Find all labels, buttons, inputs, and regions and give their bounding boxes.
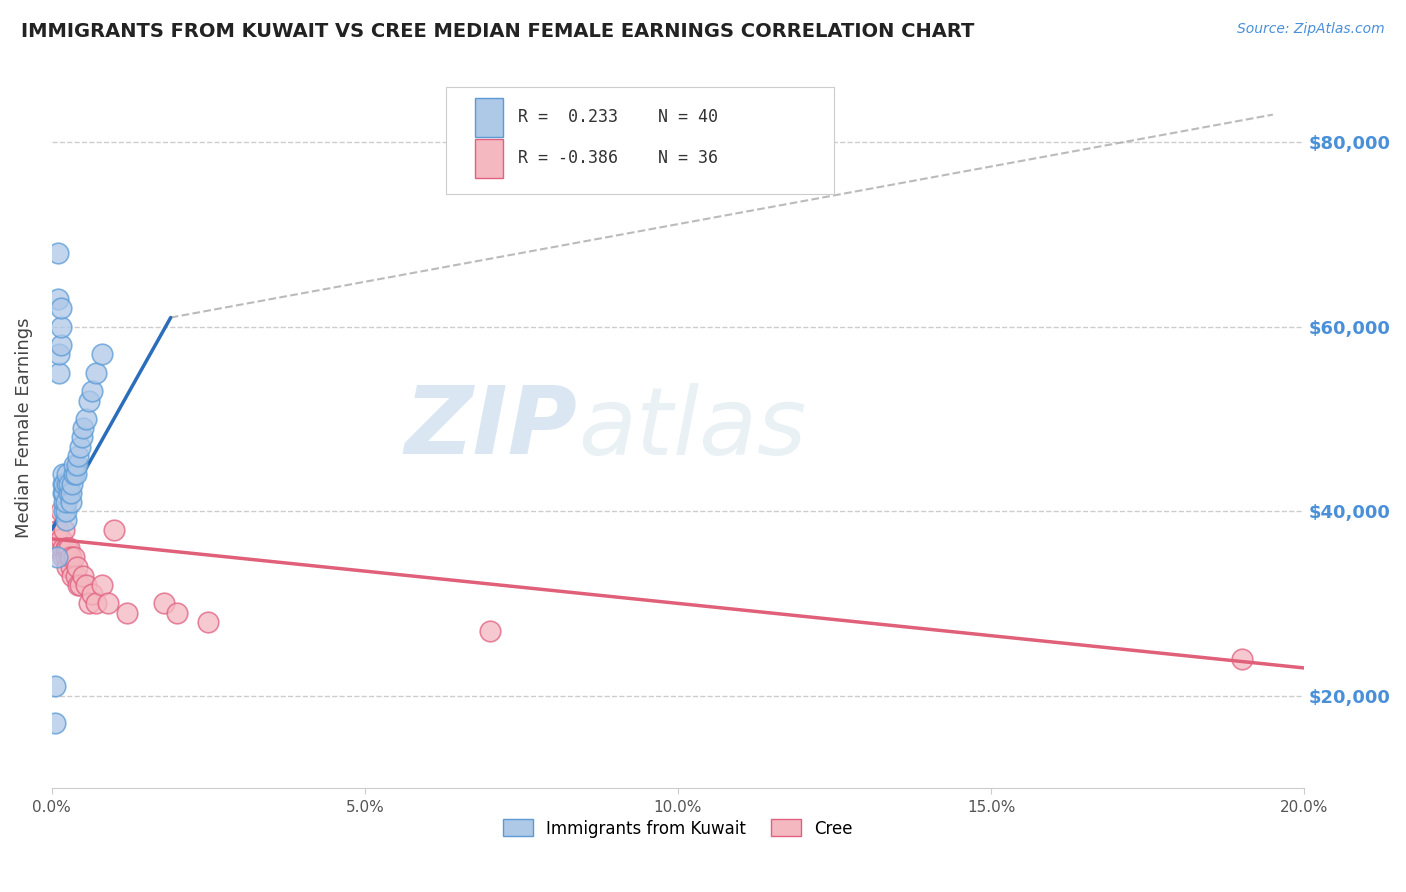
- Point: [65, 568, 87, 582]
- Text: IMMIGRANTS FROM KUWAIT VS CREE MEDIAN FEMALE EARNINGS CORRELATION CHART: IMMIGRANTS FROM KUWAIT VS CREE MEDIAN FE…: [21, 22, 974, 41]
- Point: [49, 504, 72, 518]
- Point: [197, 615, 219, 629]
- Point: [58, 541, 80, 555]
- Point: [49, 319, 72, 334]
- Point: [48, 347, 70, 361]
- Point: [58, 485, 80, 500]
- Point: [48, 366, 70, 380]
- Point: [69, 440, 91, 454]
- Point: [45, 550, 67, 565]
- Point: [45, 541, 67, 555]
- Point: [53, 485, 76, 500]
- Point: [59, 485, 82, 500]
- Point: [52, 541, 75, 555]
- Point: [59, 550, 82, 565]
- Point: [44, 716, 66, 731]
- Point: [103, 523, 125, 537]
- Point: [65, 467, 87, 482]
- Point: [59, 495, 82, 509]
- Point: [55, 504, 77, 518]
- Point: [58, 550, 80, 565]
- Point: [53, 476, 76, 491]
- Point: [62, 467, 84, 482]
- Point: [69, 578, 91, 592]
- Point: [79, 596, 101, 610]
- Text: R = -0.386    N = 36: R = -0.386 N = 36: [517, 150, 717, 168]
- Point: [52, 485, 75, 500]
- Point: [46, 246, 69, 260]
- Text: R =  0.233    N = 40: R = 0.233 N = 40: [517, 109, 717, 127]
- Point: [72, 568, 94, 582]
- Point: [84, 596, 107, 610]
- Point: [56, 559, 79, 574]
- Point: [56, 541, 79, 555]
- Point: [55, 513, 77, 527]
- FancyBboxPatch shape: [475, 138, 502, 178]
- Point: [52, 467, 75, 482]
- Point: [49, 532, 72, 546]
- Point: [75, 412, 97, 426]
- Point: [90, 578, 112, 592]
- Point: [79, 393, 101, 408]
- Point: [60, 568, 83, 582]
- Point: [72, 421, 94, 435]
- Point: [46, 523, 69, 537]
- Point: [62, 458, 84, 472]
- Point: [53, 504, 76, 518]
- Point: [82, 384, 104, 399]
- Point: [55, 541, 77, 555]
- Point: [60, 476, 83, 491]
- Point: [58, 476, 80, 491]
- Point: [66, 458, 89, 472]
- Point: [44, 680, 66, 694]
- Point: [55, 550, 77, 565]
- Point: [115, 606, 138, 620]
- Point: [1230, 651, 1253, 665]
- Point: [153, 596, 176, 610]
- Point: [52, 476, 75, 491]
- Point: [84, 366, 107, 380]
- Y-axis label: Median Female Earnings: Median Female Earnings: [15, 318, 32, 539]
- Point: [55, 495, 77, 509]
- Point: [49, 301, 72, 316]
- Point: [90, 347, 112, 361]
- Point: [46, 292, 69, 306]
- Point: [66, 559, 89, 574]
- Point: [166, 606, 188, 620]
- Point: [49, 338, 72, 352]
- Point: [56, 467, 79, 482]
- Point: [56, 476, 79, 491]
- Point: [97, 596, 120, 610]
- Legend: Immigrants from Kuwait, Cree: Immigrants from Kuwait, Cree: [496, 813, 859, 844]
- Point: [67, 449, 90, 463]
- Point: [48, 541, 70, 555]
- Point: [53, 495, 76, 509]
- Point: [67, 578, 90, 592]
- Point: [59, 559, 82, 574]
- Point: [82, 587, 104, 601]
- Point: [75, 578, 97, 592]
- FancyBboxPatch shape: [446, 87, 835, 194]
- FancyBboxPatch shape: [475, 97, 502, 137]
- Text: atlas: atlas: [578, 383, 806, 474]
- Point: [53, 523, 76, 537]
- Point: [62, 550, 84, 565]
- Text: ZIP: ZIP: [405, 382, 578, 475]
- Point: [52, 550, 75, 565]
- Point: [479, 624, 502, 638]
- Text: Source: ZipAtlas.com: Source: ZipAtlas.com: [1237, 22, 1385, 37]
- Point: [70, 430, 93, 444]
